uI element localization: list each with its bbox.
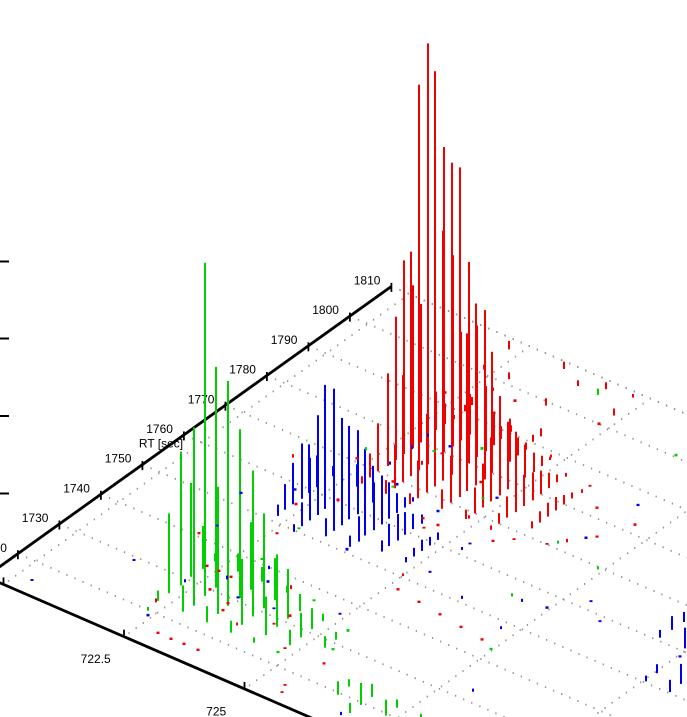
svg-text:1770: 1770 xyxy=(188,392,215,406)
svg-text:725: 725 xyxy=(206,704,226,717)
svg-text:722.5: 722.5 xyxy=(81,652,111,666)
svg-text:1750: 1750 xyxy=(105,452,132,466)
svg-text:1780: 1780 xyxy=(229,363,256,377)
svg-text:1720: 1720 xyxy=(0,541,7,555)
svg-text:1790: 1790 xyxy=(271,333,298,347)
svg-text:1800: 1800 xyxy=(312,303,339,317)
svg-text:1810: 1810 xyxy=(354,274,381,288)
svg-text:1730: 1730 xyxy=(22,511,49,525)
svg-text:1760: 1760 xyxy=(146,422,173,436)
svg-text:RT [sec]: RT [sec] xyxy=(139,437,183,451)
svg-text:1740: 1740 xyxy=(63,481,90,495)
